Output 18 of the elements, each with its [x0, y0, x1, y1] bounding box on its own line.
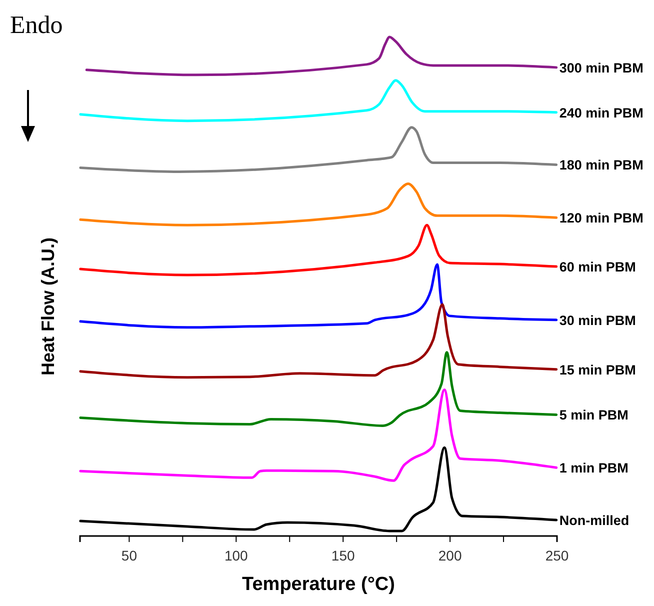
series-label: 30 min PBM	[559, 312, 636, 328]
x-tick-label: 250	[545, 547, 569, 564]
x-axis-title: Temperature (°C)	[242, 574, 395, 595]
x-tick-label: 200	[438, 547, 462, 564]
series-label: 300 min PBM	[559, 60, 644, 76]
series-label: 180 min PBM	[559, 158, 644, 173]
series-label: 1 min PBM	[559, 460, 628, 476]
series-label: Non-milled	[559, 513, 630, 528]
series-label: 5 min PBM	[559, 408, 628, 423]
series-label: 240 min PBM	[559, 105, 644, 120]
x-tick-label: 50	[121, 547, 138, 564]
series-label: 60 min PBM	[559, 260, 636, 275]
series-label: 120 min PBM	[559, 210, 644, 226]
x-tick-label: 150	[331, 547, 355, 564]
y-axis-title: Heat Flow (A.U.)	[38, 237, 58, 376]
series-label: 15 min PBM	[559, 362, 636, 378]
x-tick-label: 100	[224, 547, 248, 564]
text: Endo	[10, 12, 63, 39]
